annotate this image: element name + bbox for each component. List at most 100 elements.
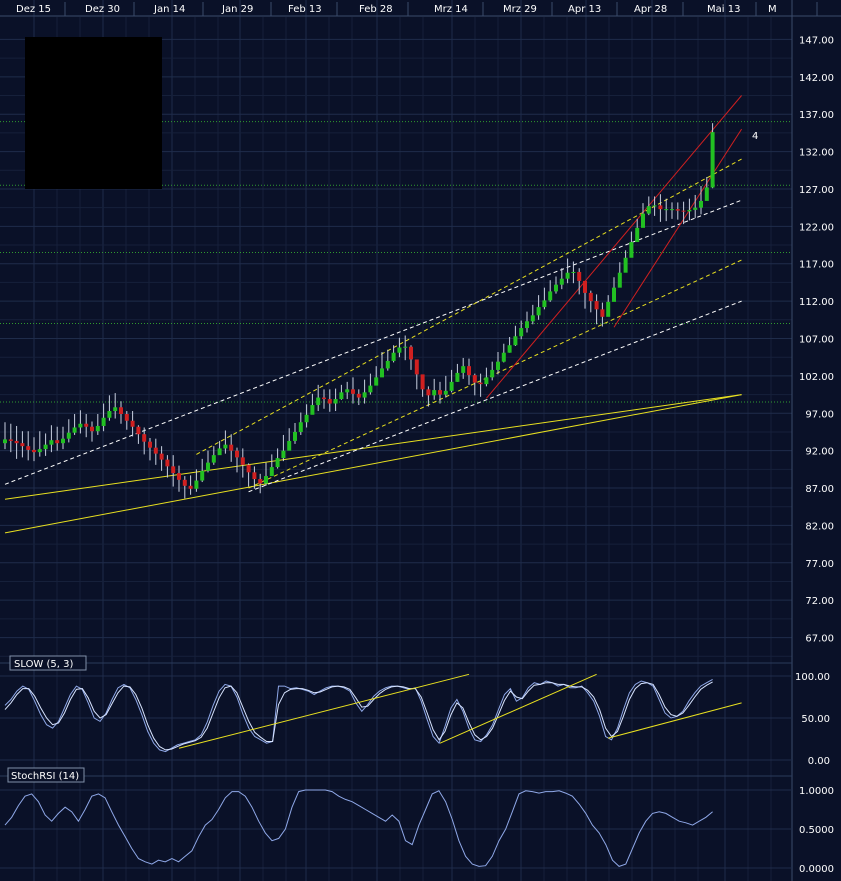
candle-body	[55, 440, 60, 444]
candle-body	[571, 271, 576, 273]
y-tick-label: 107.00	[799, 335, 834, 346]
candle-body	[113, 407, 118, 412]
candle-body	[159, 453, 164, 460]
candle-body	[327, 399, 332, 404]
candle-body	[455, 372, 460, 382]
y-tick-label: 147.00	[799, 35, 834, 46]
y-tick-label: 122.00	[799, 222, 834, 233]
candle-body	[177, 473, 181, 480]
candle-body	[206, 462, 210, 471]
candle-body	[310, 405, 315, 415]
candle-body	[281, 450, 286, 459]
trendline	[613, 128, 743, 328]
y-tick-label: 102.00	[799, 372, 834, 383]
y-axis-labels: 147.00 142.00 137.00 132.00 127.00 122.00 117.…	[791, 0, 834, 881]
y-tick-label: 137.00	[799, 110, 834, 121]
candle-body	[681, 210, 686, 212]
x-axis-labels: Dez 15 Dez 30 Jan 14 Jan 29 Feb 13 Feb 28 Mrz …	[0, 2, 841, 17]
x-tick-label: Feb 13	[288, 4, 322, 15]
candle-body	[577, 271, 582, 281]
candle-body	[693, 207, 698, 210]
candle-body	[641, 213, 645, 228]
candle-body	[548, 291, 553, 301]
candle-body	[66, 432, 71, 439]
candle-body	[594, 301, 599, 310]
candle-body	[490, 369, 495, 378]
candle-body	[554, 284, 558, 292]
candle-body	[3, 439, 7, 444]
candle-body	[588, 292, 593, 302]
candle-body	[658, 205, 663, 210]
candle-body	[710, 132, 715, 188]
candle-body	[14, 440, 19, 444]
stochastic-axis-labels: 100.00 50.00 0.00	[795, 672, 830, 767]
candle-body	[374, 377, 379, 386]
candle-body	[182, 479, 187, 486]
candle-body	[37, 449, 42, 453]
y-tick-label: 142.00	[799, 73, 834, 84]
candle-body	[472, 375, 477, 383]
candle-body	[530, 315, 535, 322]
y-tick-label: 72.00	[805, 596, 834, 607]
candle-body	[119, 407, 123, 415]
candle-body	[316, 397, 321, 406]
candle-body	[78, 423, 83, 428]
candle-body	[8, 439, 13, 441]
y-tick-label: 87.00	[805, 484, 834, 495]
candle-body	[699, 200, 703, 208]
candle-body	[617, 272, 622, 288]
stochastic-trendline	[178, 673, 470, 749]
candle-body	[171, 466, 176, 474]
candle-body	[704, 187, 709, 201]
candle-body	[687, 209, 692, 212]
candle-body	[95, 425, 100, 432]
candle-body	[124, 414, 129, 421]
candle-body	[43, 444, 48, 450]
candle-body	[675, 209, 680, 211]
candle-body	[600, 309, 605, 317]
candle-body	[565, 272, 570, 279]
candle-body	[264, 476, 268, 484]
candle-body	[496, 361, 500, 370]
candle-body	[391, 352, 396, 361]
y-tick-label: 77.00	[805, 559, 834, 570]
trendline	[4, 199, 742, 485]
stochastic-tick-label: 50.00	[801, 714, 830, 725]
y-tick-label: 112.00	[799, 297, 834, 308]
candle-body	[409, 346, 413, 360]
y-tick-label: 82.00	[805, 521, 834, 532]
candle-body	[536, 307, 541, 316]
y-tick-label: 67.00	[805, 634, 834, 645]
candle-body	[513, 336, 518, 346]
candle-body	[90, 426, 94, 432]
trendline	[486, 95, 742, 399]
candle-body	[229, 444, 234, 451]
candle-body	[635, 227, 640, 243]
candle-body	[380, 368, 384, 378]
legend-box	[25, 37, 162, 189]
candle-body	[362, 392, 367, 398]
candle-body	[20, 443, 25, 447]
stochastic-tick-label: 100.00	[795, 672, 830, 683]
stochastic-trendline	[608, 702, 742, 739]
candle-body	[426, 389, 431, 396]
candle-body	[345, 389, 350, 393]
candle-body	[275, 458, 280, 468]
trendline	[4, 394, 742, 500]
stochrsi-axis-labels: 1.0000 0.5000 0.0000	[799, 786, 834, 875]
candle-body	[478, 382, 483, 385]
x-tick-label: Jan 14	[153, 4, 185, 15]
candle-body	[84, 423, 89, 427]
x-tick-label: Mrz 14	[434, 4, 468, 15]
candle-body	[49, 440, 54, 445]
stochrsi-title: StochRSI (14)	[11, 771, 79, 782]
x-tick-label: M	[768, 4, 777, 15]
candle-body	[438, 390, 442, 395]
candle-body	[385, 360, 390, 369]
stochastic-title: SLOW (5, 3)	[14, 659, 73, 670]
y-tick-label: 97.00	[805, 409, 834, 420]
stochrsi-tick-label: 0.5000	[799, 825, 834, 836]
candle-body	[304, 414, 309, 423]
trendline	[4, 394, 742, 534]
